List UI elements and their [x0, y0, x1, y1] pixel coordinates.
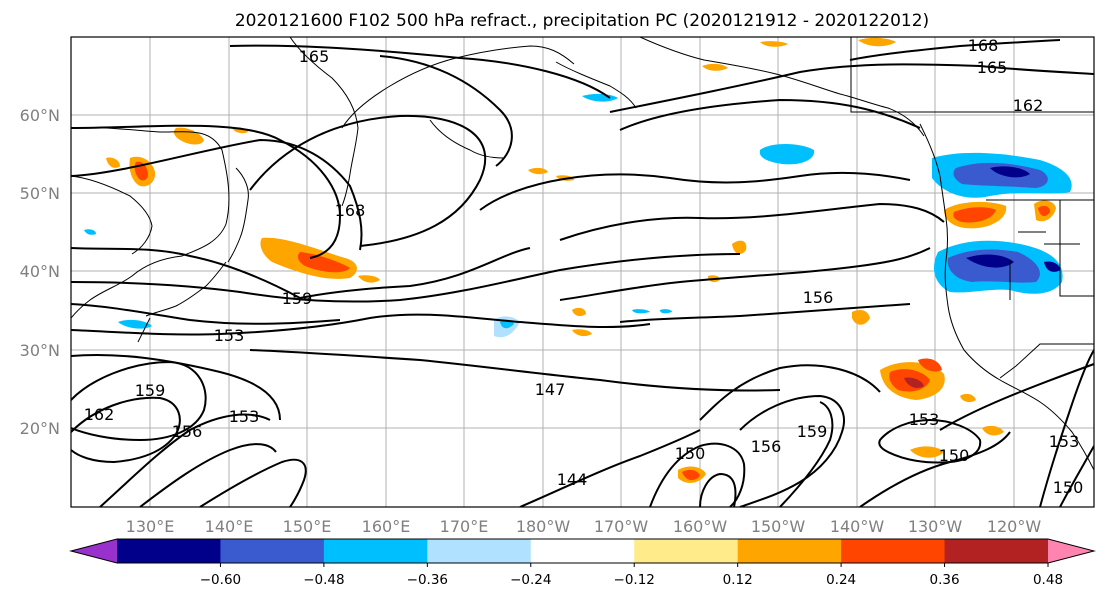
contour-label: 162 [84, 405, 115, 424]
contour-label: 153 [229, 407, 260, 426]
colorbar-tick-label: 0.48 [1033, 572, 1063, 588]
colorbar-tick-label: 0.36 [930, 572, 960, 588]
contour-label: 156 [751, 437, 782, 456]
lat-label: 60°N [20, 106, 60, 125]
borders [850, 37, 1094, 379]
colorbar-outline [69, 538, 1096, 564]
colorbar-segment [944, 539, 1049, 563]
lat-label: 40°N [20, 262, 60, 281]
colorbar-tick-label: −0.48 [303, 572, 344, 588]
lon-label: 120°W [987, 517, 1042, 536]
contour-label: 168 [968, 36, 999, 55]
map-title: 2020121600 F102 500 hPa refract., precip… [235, 11, 929, 31]
contour-label: 153 [214, 326, 245, 345]
colorbar-extend-min [71, 539, 117, 563]
map-frame [70, 36, 1095, 508]
colorbar-segment [323, 539, 428, 563]
colorbar-tick-label: −0.36 [407, 572, 448, 588]
colorbar-tick-label: −0.24 [510, 572, 551, 588]
latitude-labels: 60°N 50°N 40°N 30°N 20°N [20, 106, 60, 438]
contour-label: 168 [335, 201, 366, 220]
contour-label: 156 [803, 288, 834, 307]
colorbar-segment [634, 539, 739, 563]
colorbar-tick-label: 0.12 [723, 572, 753, 588]
lat-label: 50°N [20, 184, 60, 203]
lon-label: 140°W [830, 517, 885, 536]
contour-label: 150 [675, 444, 706, 463]
lon-label: 170°E [440, 517, 489, 536]
lon-label: 150°W [751, 517, 806, 536]
contour-label: 150 [1053, 478, 1084, 497]
contour-label: 162 [1013, 96, 1044, 115]
colorbar-tick-label: −0.12 [614, 572, 655, 588]
contour-label: 159 [282, 289, 313, 308]
colorbar-tick-label: −0.60 [200, 572, 241, 588]
colorbar-segment [220, 539, 325, 563]
contour-label: 165 [977, 58, 1008, 77]
lon-label: 130°E [126, 517, 175, 536]
colorbar-segment [737, 539, 842, 563]
lon-label: 160°E [362, 517, 411, 536]
contour-label: 159 [135, 381, 166, 400]
contour-label: 144 [557, 470, 588, 489]
contour-label: 156 [172, 422, 203, 441]
colorbar-segment [530, 539, 635, 563]
colorbar-segment [427, 539, 532, 563]
contour-label: 150 [939, 446, 970, 465]
contour-label: 153 [1049, 432, 1080, 451]
longitude-labels: 130°E 140°E 150°E 160°E 170°E 180°W 170°… [126, 517, 1042, 536]
contour-label: 159 [797, 422, 828, 441]
colorbar-extend-max [1048, 539, 1094, 563]
lon-label: 150°E [283, 517, 332, 536]
contour-label: 165 [299, 47, 330, 66]
lon-label: 140°E [205, 517, 254, 536]
height-contours [71, 39, 1094, 507]
colorbar-segment [117, 539, 221, 563]
contour-label: 147 [535, 380, 566, 399]
colorbar-ticks: −0.60 −0.48 −0.36 −0.24 −0.12 0.12 0.24 0.36 0.4… [200, 563, 1063, 588]
colorbar-segment [841, 539, 946, 563]
colorbar-tick-label: 0.24 [826, 572, 856, 588]
lon-label: 160°W [673, 517, 728, 536]
lat-label: 20°N [20, 419, 60, 438]
contour-labels: 165 168 165 162 168 159 156 153 147 159 … [84, 36, 1084, 497]
colorbar [69, 538, 1096, 564]
lon-label: 180°W [516, 517, 571, 536]
contour-label: 153 [909, 410, 940, 429]
precipitation-shading [84, 37, 1072, 483]
lon-label: 130°W [908, 517, 963, 536]
lat-label: 30°N [20, 341, 60, 360]
lon-label: 170°W [594, 517, 649, 536]
